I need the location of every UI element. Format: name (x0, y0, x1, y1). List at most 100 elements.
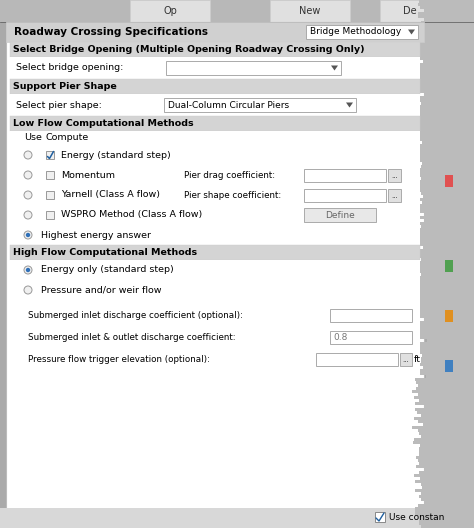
Bar (425, 318, 474, 321)
Bar (417, 306, 474, 309)
Bar (411, 147, 474, 150)
Text: Use: Use (24, 134, 42, 143)
Text: Pressure and/or weir flow: Pressure and/or weir flow (41, 286, 162, 295)
Circle shape (26, 268, 30, 272)
Bar (413, 441, 474, 444)
Bar (413, 114, 474, 117)
Bar (420, 120, 474, 123)
Bar (416, 207, 474, 210)
Bar (419, 144, 474, 147)
Bar (414, 99, 474, 102)
Bar (416, 135, 474, 138)
Bar (414, 438, 474, 441)
Bar (420, 477, 474, 480)
Bar (445, 175, 453, 187)
Bar (445, 360, 453, 372)
Bar (422, 486, 474, 489)
Bar (417, 129, 474, 132)
Bar (419, 453, 474, 456)
Bar (304, 208, 376, 222)
Bar (418, 312, 474, 315)
Bar (416, 84, 474, 87)
Text: De: De (403, 6, 417, 16)
Bar (423, 60, 474, 63)
Bar (416, 276, 474, 279)
Circle shape (24, 171, 32, 179)
Text: Support Pier Shape: Support Pier Shape (13, 82, 117, 91)
Bar (6, 22, 424, 42)
Bar (10, 116, 420, 131)
Bar (46, 211, 54, 219)
Bar (415, 480, 474, 483)
Bar (426, 375, 474, 378)
Circle shape (24, 231, 32, 239)
Text: Pier shape coefficient:: Pier shape coefficient: (184, 191, 281, 200)
Text: Highest energy answer: Highest energy answer (41, 231, 151, 240)
Bar (418, 228, 474, 231)
Bar (421, 192, 474, 195)
Bar (416, 264, 474, 267)
Bar (419, 495, 474, 498)
Text: ...: ... (402, 356, 410, 363)
Bar (420, 159, 474, 162)
Bar (330, 309, 412, 322)
Bar (415, 513, 474, 516)
Text: New: New (299, 6, 321, 16)
Bar (421, 165, 474, 168)
Bar (418, 420, 474, 423)
Bar (10, 245, 420, 260)
Bar (418, 516, 474, 519)
Bar (415, 510, 474, 513)
Bar (424, 9, 474, 12)
Bar (418, 12, 474, 15)
Bar (424, 18, 474, 21)
Bar (418, 123, 474, 126)
Text: Energy only (standard step): Energy only (standard step) (41, 266, 174, 275)
Bar (424, 405, 474, 408)
Bar (421, 258, 474, 261)
Bar (408, 222, 474, 225)
Bar (46, 191, 54, 199)
Bar (419, 150, 474, 153)
Bar (416, 465, 474, 468)
Bar (388, 189, 401, 202)
Bar (6, 22, 424, 512)
Bar (419, 324, 474, 327)
Bar (411, 111, 474, 114)
Bar (412, 426, 474, 429)
Bar (388, 169, 401, 182)
Bar (10, 145, 420, 245)
Bar (166, 61, 341, 75)
Bar (419, 243, 474, 246)
Bar (421, 498, 474, 501)
Bar (418, 198, 474, 201)
Bar (425, 93, 474, 96)
Bar (419, 204, 474, 207)
Bar (417, 24, 474, 27)
Bar (10, 57, 420, 79)
Bar (330, 331, 412, 344)
Bar (380, 0, 440, 22)
Text: ...: ... (391, 173, 398, 178)
Text: Roadway Crossing Specifications: Roadway Crossing Specifications (14, 27, 208, 37)
Text: 0.8: 0.8 (333, 333, 347, 342)
Bar (416, 249, 474, 252)
Bar (419, 399, 474, 402)
Bar (10, 260, 420, 374)
Bar (304, 169, 386, 182)
Bar (0, 508, 474, 528)
Bar (418, 216, 474, 219)
Bar (414, 417, 474, 420)
Bar (418, 429, 474, 432)
Bar (415, 363, 474, 366)
Bar (306, 25, 418, 39)
Bar (420, 444, 474, 447)
Bar (422, 141, 474, 144)
Bar (418, 3, 474, 6)
Bar (417, 231, 474, 234)
Bar (418, 297, 474, 300)
Bar (419, 471, 474, 474)
Bar (415, 507, 474, 510)
Bar (414, 189, 474, 192)
Text: Use constan: Use constan (389, 513, 444, 522)
